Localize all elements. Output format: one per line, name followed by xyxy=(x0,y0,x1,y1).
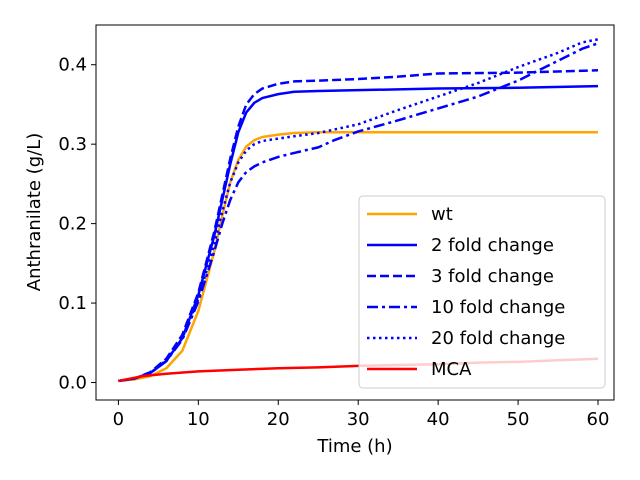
legend-label: 3 fold change xyxy=(431,266,554,287)
x-tick-label: 60 xyxy=(587,409,610,430)
legend-label: wt xyxy=(431,204,453,225)
series-lines xyxy=(118,38,599,383)
plot-frame xyxy=(95,24,615,401)
x-axis-label: Time (h) xyxy=(316,436,392,457)
legend-label: MCA xyxy=(431,359,472,380)
series-line-0 xyxy=(118,131,599,383)
x-tick-label: 0 xyxy=(113,409,124,430)
y-tick-label: 0.2 xyxy=(58,214,87,235)
y-axis-label: Anthranilate (g/L) xyxy=(24,133,45,291)
y-tick-label: 0.1 xyxy=(58,293,87,314)
y-tick-label: 0.4 xyxy=(58,55,87,76)
y-tick-label: 0.0 xyxy=(58,373,87,394)
x-tick-label: 10 xyxy=(187,409,210,430)
series-line-1 xyxy=(118,84,599,383)
legend-label: 2 fold change xyxy=(431,235,554,256)
y-axis-ticks: 0.0 0.1 0.2 0.3 0.4 xyxy=(58,55,96,394)
series-line-4 xyxy=(118,38,599,383)
x-tick-label: 40 xyxy=(427,409,450,430)
legend-label: 20 fold change xyxy=(431,328,565,349)
legend: wt 2 fold change 3 fold change 10 fold chan… xyxy=(358,195,606,389)
x-tick-label: 50 xyxy=(507,409,530,430)
x-tick-label: 30 xyxy=(347,409,370,430)
legend-label: 10 fold change xyxy=(431,297,565,318)
x-axis-ticks: 0 10 20 30 40 50 60 xyxy=(113,400,610,430)
y-tick-label: 0.3 xyxy=(58,134,87,155)
legend-box xyxy=(358,195,606,389)
x-tick-label: 20 xyxy=(267,409,290,430)
series-line-2 xyxy=(118,69,599,383)
